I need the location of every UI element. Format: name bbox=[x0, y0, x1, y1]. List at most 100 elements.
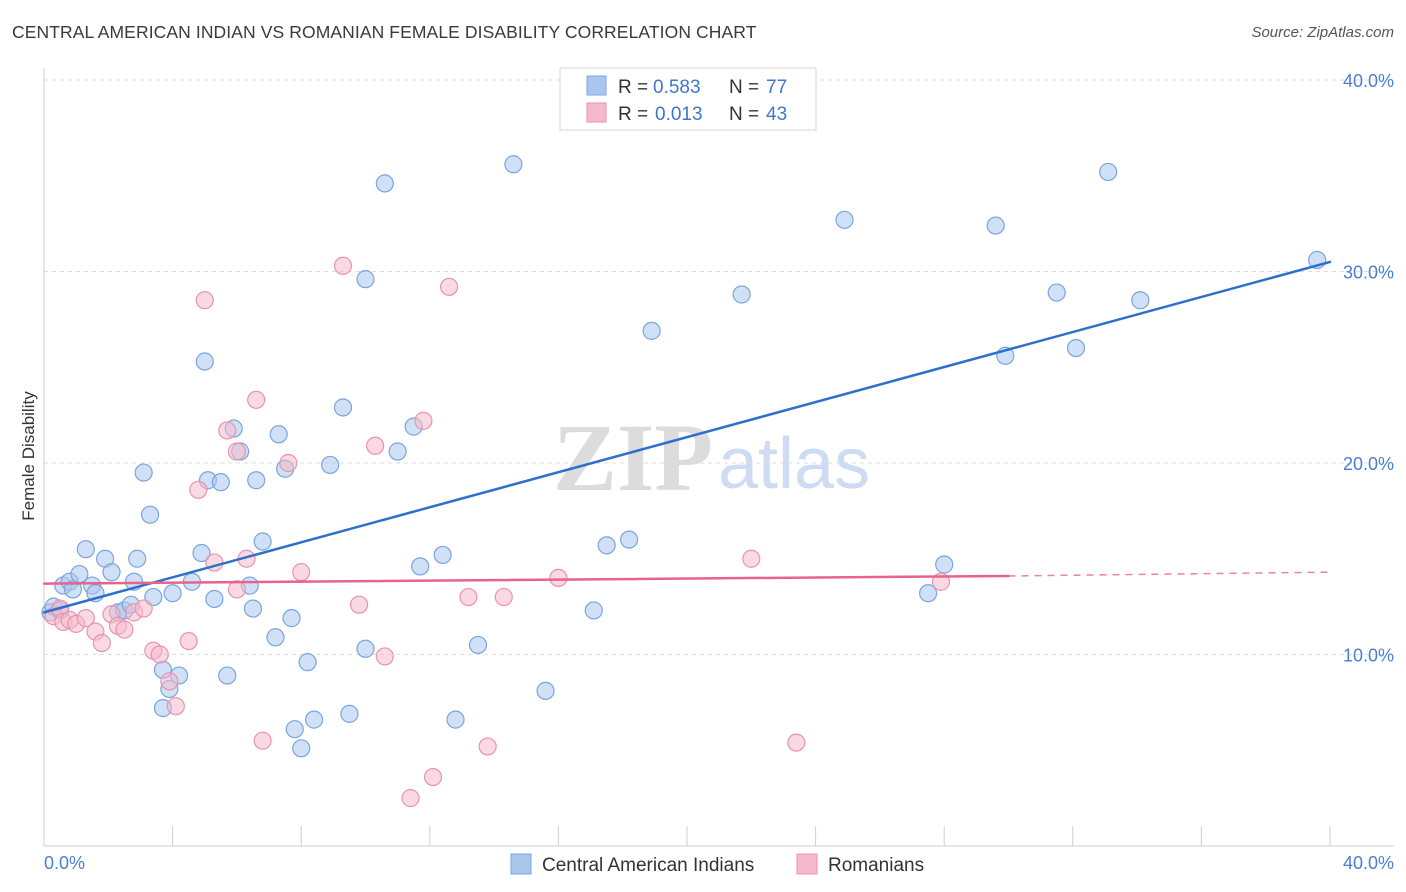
point-romanians-22 bbox=[227, 580, 246, 599]
point-central-american-indians-68 bbox=[986, 216, 1005, 235]
point-central-american-indians-42 bbox=[285, 720, 304, 739]
point-romanians-31 bbox=[366, 436, 385, 455]
point-central-american-indians-35 bbox=[243, 599, 263, 618]
chart-source: Source: ZipAtlas.com bbox=[1251, 24, 1394, 41]
point-romanians-39 bbox=[494, 587, 513, 607]
point-central-american-indians-23 bbox=[163, 584, 182, 603]
axes bbox=[43, 68, 1394, 847]
point-central-american-indians-48 bbox=[340, 704, 359, 723]
point-central-american-indians-56 bbox=[446, 710, 465, 729]
point-central-american-indians-67 bbox=[935, 555, 954, 574]
y-axis-title: Female Disability bbox=[19, 391, 38, 521]
point-romanians-37 bbox=[459, 587, 478, 607]
y-tick-label-0: 10.0% bbox=[1343, 646, 1394, 666]
point-central-american-indians-44 bbox=[298, 653, 317, 672]
point-central-american-indians-70 bbox=[1047, 283, 1066, 302]
point-romanians-29 bbox=[333, 256, 353, 275]
x-tick-label-min: 0.0% bbox=[44, 853, 85, 873]
point-romanians-34 bbox=[414, 411, 433, 430]
point-central-american-indians-18 bbox=[140, 505, 160, 524]
point-romanians-27 bbox=[279, 453, 298, 473]
watermark-atlas: atlas bbox=[718, 424, 870, 504]
watermark: ZIP atlas bbox=[553, 404, 870, 511]
point-central-american-indians-47 bbox=[333, 398, 353, 417]
y-tick-labels: 10.0% 20.0% 30.0% 40.0% bbox=[1343, 71, 1394, 666]
point-central-american-indians-72 bbox=[1099, 162, 1118, 182]
legend-n-value-1: 77 bbox=[766, 77, 787, 98]
point-central-american-indians-5 bbox=[63, 580, 83, 599]
trend-line-extension-romanians bbox=[1008, 571, 1331, 577]
point-central-american-indians-59 bbox=[536, 681, 555, 700]
point-romanians-28 bbox=[292, 563, 311, 582]
legend-r-label-1: R = bbox=[618, 77, 648, 98]
watermark-zip: ZIP bbox=[553, 404, 713, 511]
legend-n-value-2: 43 bbox=[766, 104, 787, 125]
point-central-american-indians-71 bbox=[1066, 339, 1086, 358]
trend-line-romanians bbox=[42, 574, 1010, 585]
point-central-american-indians-63 bbox=[642, 321, 661, 340]
legend-r-value-1: 0.583 bbox=[653, 77, 701, 98]
point-romanians-25 bbox=[247, 390, 266, 409]
point-central-american-indians-51 bbox=[375, 174, 394, 193]
point-central-american-indians-26 bbox=[192, 543, 211, 563]
point-central-american-indians-39 bbox=[269, 425, 288, 444]
legend-swatch-romanians bbox=[586, 102, 607, 123]
legend-n-label-1: N = bbox=[729, 77, 759, 98]
point-central-american-indians-30 bbox=[211, 473, 230, 492]
point-romanians-30 bbox=[349, 595, 369, 614]
point-central-american-indians-60 bbox=[584, 601, 603, 620]
point-romanians-17 bbox=[179, 631, 198, 651]
point-central-american-indians-58 bbox=[504, 155, 523, 174]
point-central-american-indians-55 bbox=[433, 545, 452, 565]
point-central-american-indians-38 bbox=[266, 628, 285, 647]
legend-r-value-2: 0.013 bbox=[655, 104, 703, 125]
point-romanians-40 bbox=[549, 568, 568, 588]
point-central-american-indians-49 bbox=[356, 270, 375, 289]
point-central-american-indians-7 bbox=[76, 540, 95, 559]
point-central-american-indians-43 bbox=[292, 739, 311, 758]
point-central-american-indians-16 bbox=[128, 549, 147, 568]
x-ticks bbox=[172, 826, 1331, 846]
point-romanians-41 bbox=[742, 549, 761, 568]
point-romanians-18 bbox=[189, 480, 208, 499]
point-romanians-38 bbox=[478, 737, 497, 756]
point-romanians-21 bbox=[218, 421, 237, 440]
point-central-american-indians-65 bbox=[835, 210, 854, 229]
point-central-american-indians-31 bbox=[218, 666, 237, 685]
point-central-american-indians-52 bbox=[388, 442, 407, 461]
bottom-legend-label-romanians: Romanians bbox=[828, 855, 924, 876]
point-romanians-14 bbox=[150, 645, 169, 664]
point-romanians-19 bbox=[195, 291, 214, 310]
point-romanians-26 bbox=[253, 731, 272, 750]
point-central-american-indians-64 bbox=[732, 285, 751, 304]
point-romanians-23 bbox=[227, 442, 246, 461]
legend-bottom: Central American Indians Romanians bbox=[510, 853, 924, 876]
point-romanians-33 bbox=[401, 789, 420, 808]
y-tick-label-2: 30.0% bbox=[1343, 263, 1394, 283]
series-romanians bbox=[44, 256, 951, 808]
legend-r-label-2: R = bbox=[618, 104, 648, 125]
point-central-american-indians-45 bbox=[304, 710, 324, 729]
point-romanians-12 bbox=[134, 599, 153, 618]
point-central-american-indians-66 bbox=[919, 584, 938, 603]
point-romanians-42 bbox=[787, 733, 806, 752]
legend-n-label-2: N = bbox=[729, 104, 759, 125]
point-romanians-15 bbox=[160, 672, 179, 691]
bottom-legend-swatch-central-american-indians bbox=[510, 853, 532, 875]
point-central-american-indians-54 bbox=[411, 557, 430, 576]
trend-lines bbox=[42, 260, 1332, 614]
point-central-american-indians-57 bbox=[468, 635, 488, 655]
point-romanians-10 bbox=[115, 620, 134, 639]
point-romanians-7 bbox=[92, 633, 111, 653]
point-central-american-indians-27 bbox=[195, 352, 214, 371]
point-central-american-indians-61 bbox=[597, 536, 616, 555]
point-central-american-indians-29 bbox=[205, 589, 224, 609]
point-romanians-35 bbox=[423, 767, 443, 787]
chart-title: CENTRAL AMERICAN INDIAN VS ROMANIAN FEMA… bbox=[12, 22, 757, 42]
point-central-american-indians-46 bbox=[321, 455, 340, 475]
bottom-legend-swatch-romanians bbox=[796, 853, 818, 875]
bottom-legend-label-central-american-indians: Central American Indians bbox=[542, 855, 754, 876]
x-tick-label-max: 40.0% bbox=[1343, 853, 1394, 873]
grid bbox=[44, 79, 1394, 655]
point-central-american-indians-50 bbox=[356, 639, 375, 658]
